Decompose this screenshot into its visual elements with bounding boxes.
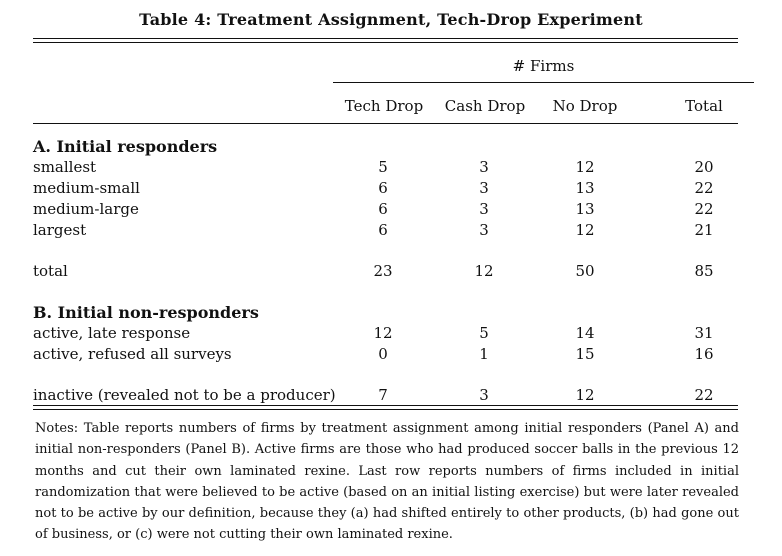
cell-inactive-tech: 7 [378,386,388,404]
cell-smallest-cash: 3 [479,158,489,176]
cell-largest-nodrop: 12 [575,221,595,239]
cell-refused-cash: 1 [479,345,489,363]
cell-medium-large-total: 22 [694,200,714,218]
bottom-rule-double [33,409,738,410]
cell-inactive-nodrop: 12 [575,386,595,404]
row-label-late-response: active, late response [33,324,191,342]
cell-total-cash: 12 [474,262,494,280]
group-header: # Firms [512,57,575,75]
group-header-rule [333,82,754,83]
cell-largest-cash: 3 [479,221,489,239]
cell-medium-small-nodrop: 13 [575,179,595,197]
cell-medium-large-nodrop: 13 [575,200,595,218]
cell-smallest-tech: 5 [378,158,388,176]
cell-medium-small-tech: 6 [378,179,388,197]
row-label-largest: largest [33,221,87,239]
panel-a-title: A. Initial responders [33,137,218,156]
header-rule [33,123,738,124]
cell-medium-large-cash: 3 [479,200,489,218]
cell-late-tech: 12 [373,324,393,342]
cell-smallest-nodrop: 12 [575,158,595,176]
cell-total-nodrop: 50 [575,262,595,280]
table-title: Table 4: Treatment Assignment, Tech-Drop… [139,10,643,29]
row-label-refused: active, refused all surveys [33,345,232,363]
cell-medium-small-total: 22 [694,179,714,197]
cell-late-total: 31 [694,324,714,342]
cell-total-total: 85 [694,262,714,280]
cell-largest-total: 21 [694,221,714,239]
cell-refused-tech: 0 [378,345,388,363]
col-header-total: Total [685,97,723,115]
cell-refused-total: 16 [694,345,714,363]
col-header-no-drop: No Drop [552,97,618,115]
row-label-smallest: smallest [33,158,97,176]
col-header-tech-drop: Tech Drop [344,97,424,115]
cell-inactive-cash: 3 [479,386,489,404]
cell-medium-small-cash: 3 [479,179,489,197]
cell-largest-tech: 6 [378,221,388,239]
cell-refused-nodrop: 15 [575,345,595,363]
top-rule-double [33,42,738,43]
table-notes: Notes: Table reports numbers of firms by… [35,421,739,543]
row-label-medium-large: medium-large [33,200,139,218]
cell-medium-large-tech: 6 [378,200,388,218]
bottom-rule [33,405,738,406]
cell-inactive-total: 22 [694,386,714,404]
panel-b-title: B. Initial non-responders [33,303,259,322]
col-header-cash-drop: Cash Drop [444,97,526,115]
top-rule [33,38,738,39]
row-label-inactive: inactive (revealed not to be a producer) [33,386,336,404]
cell-late-cash: 5 [479,324,489,342]
row-label-medium-small: medium-small [33,179,140,197]
cell-smallest-total: 20 [694,158,714,176]
cell-late-nodrop: 14 [575,324,595,342]
row-label-total: total [33,262,68,280]
cell-total-tech: 23 [373,262,393,280]
